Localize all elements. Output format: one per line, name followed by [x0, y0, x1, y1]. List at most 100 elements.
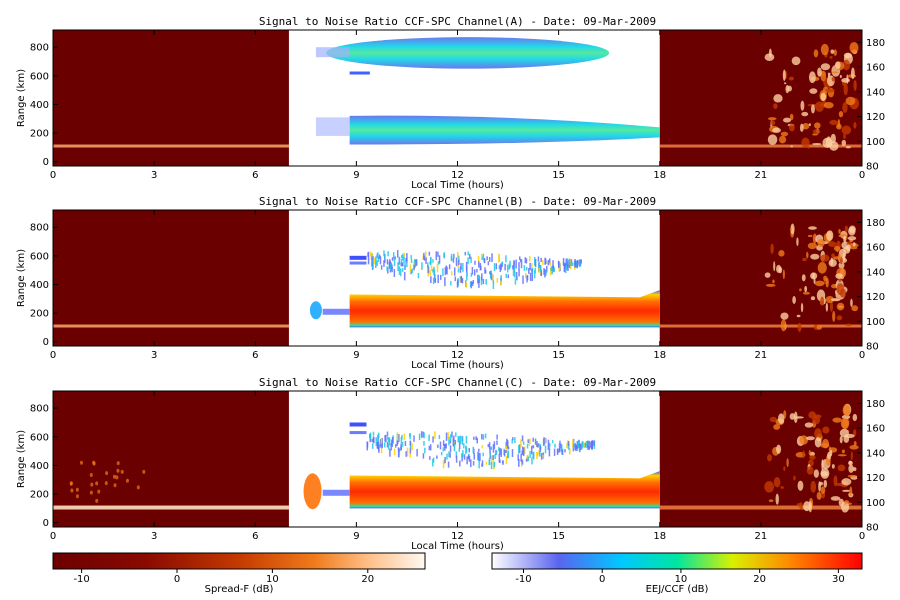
region-night-evening	[53, 391, 289, 527]
y-tick-label: 400	[30, 461, 49, 472]
x-axis-label: Local Time (hours)	[411, 541, 504, 552]
panel-2: Signal to Noise Ratio CCF-SPC Channel(C)…	[16, 376, 885, 552]
day-echoes	[303, 422, 660, 510]
y2-tick-label: 140	[866, 87, 885, 98]
colorbar-eej: -10 0 10 20 30 EEJ/CCF (dB)	[491, 552, 863, 595]
x-tick-label: 21	[755, 170, 768, 181]
echo-line-morning	[659, 505, 862, 510]
x-tick-label: 9	[353, 350, 359, 361]
y2-tick-label: 80	[866, 342, 879, 353]
y-axis: 0 200 400 600 800 Range (km)	[16, 223, 58, 348]
colorbar-tick-label: 30	[832, 574, 845, 585]
y2-axis: 80 100 120 140 160 180	[857, 38, 885, 173]
eej-band	[349, 471, 660, 509]
x-tick-label: 0	[50, 170, 56, 181]
panel-0: Signal to Noise Ratio CCF-SPC Channel(A)…	[16, 15, 885, 191]
y-tick-label: 400	[30, 280, 49, 291]
colorbar-tick-label: 10	[675, 574, 688, 585]
x-tick-label: 15	[552, 350, 565, 361]
x-tick-label: 6	[252, 531, 258, 542]
colorbar-tick-label: 10	[266, 574, 279, 585]
echo-line-evening	[53, 505, 289, 510]
early-blob	[303, 473, 322, 510]
y2-tick-label: 120	[866, 292, 885, 303]
lower-band	[349, 115, 660, 145]
colorbar-spread-f-bar	[52, 552, 426, 570]
y-tick-label: 200	[30, 490, 49, 501]
y-tick-label: 200	[30, 309, 49, 320]
x-tick-label: 9	[353, 531, 359, 542]
upper-marker	[349, 255, 367, 260]
y-tick-label: 600	[30, 432, 49, 443]
echo-line-morning	[659, 144, 862, 148]
colorbar-tick-label: -10	[73, 574, 89, 585]
panel-title: Signal to Noise Ratio CCF-SPC Channel(A)…	[259, 15, 656, 28]
upper-band-line	[349, 71, 370, 75]
y2-tick-label: 100	[866, 317, 885, 328]
y-tick-label: 800	[30, 404, 49, 415]
x-tick-label: 0	[859, 350, 865, 361]
y2-tick-label: 160	[866, 424, 885, 435]
y2-tick-label: 120	[866, 112, 885, 123]
y-axis: 0 200 400 600 800 Range (km)	[16, 43, 58, 168]
early-link	[322, 308, 350, 315]
early-blob	[309, 301, 322, 320]
y-tick-label: 0	[43, 157, 49, 168]
upper-marker-2	[349, 431, 367, 435]
y-tick-label: 600	[30, 71, 49, 82]
colorbar-tick-label: -10	[515, 574, 531, 585]
x-tick-label: 15	[552, 170, 565, 181]
panel-title: Signal to Noise Ratio CCF-SPC Channel(B)…	[259, 195, 656, 208]
x-tick-label: 3	[151, 350, 157, 361]
colorbar-eej-label: EEJ/CCF (dB)	[646, 584, 709, 595]
x-tick-label: 21	[755, 531, 768, 542]
echo-line-evening	[53, 144, 289, 148]
day-echoes	[309, 250, 660, 328]
y2-tick-label: 80	[866, 162, 879, 173]
y2-tick-label: 140	[866, 448, 885, 459]
y-tick-label: 800	[30, 223, 49, 234]
y2-axis: 80 100 120 140 160 180	[857, 399, 885, 534]
y-tick-label: 800	[30, 43, 49, 54]
y-tick-label: 600	[30, 251, 49, 262]
x-tick-label: 12	[451, 350, 464, 361]
panels: Signal to Noise Ratio CCF-SPC Channel(A)…	[16, 15, 885, 552]
x-tick-label: 6	[252, 350, 258, 361]
y2-tick-label: 160	[866, 63, 885, 74]
x-axis: 0 3 6 9 12 15 18 21 0 Local Time (hours)	[50, 210, 865, 371]
y-tick-label: 200	[30, 129, 49, 140]
colorbar-eej-bar	[491, 552, 863, 570]
x-tick-label: 12	[451, 531, 464, 542]
y2-tick-label: 160	[866, 243, 885, 254]
y2-tick-label: 180	[866, 399, 885, 410]
x-tick-label: 18	[653, 350, 666, 361]
colorbar-tick-label: 20	[361, 574, 374, 585]
colorbar-tick-label: 0	[174, 574, 180, 585]
y-tick-label: 0	[43, 518, 49, 529]
x-tick-label: 18	[653, 170, 666, 181]
upper-band	[326, 37, 610, 69]
x-tick-label: 0	[859, 531, 865, 542]
colorbar-tick-label: 0	[599, 574, 605, 585]
y-axis-label: Range (km)	[16, 249, 27, 307]
x-tick-label: 0	[859, 170, 865, 181]
region-night-evening	[53, 210, 289, 346]
spread-f-plume	[69, 403, 859, 513]
y-tick-label: 0	[43, 337, 49, 348]
spread-f-plume	[764, 223, 859, 332]
y2-tick-label: 100	[866, 498, 885, 509]
y2-axis: 80 100 120 140 160 180	[857, 218, 885, 353]
day-echoes	[315, 37, 660, 145]
upper-marker	[349, 422, 367, 427]
panel-title: Signal to Noise Ratio CCF-SPC Channel(C)…	[259, 376, 656, 389]
colorbar-spread-f: -10 0 10 20 Spread-F (dB)	[52, 552, 426, 595]
colorbar-eej-ticks: -10 0 10 20 30	[515, 569, 845, 585]
y2-tick-label: 100	[866, 137, 885, 148]
x-axis-label: Local Time (hours)	[411, 360, 504, 371]
x-tick-label: 12	[451, 170, 464, 181]
colorbar-spread-f-label: Spread-F (dB)	[205, 584, 274, 595]
x-tick-label: 21	[755, 350, 768, 361]
y-axis-label: Range (km)	[16, 430, 27, 488]
x-tick-label: 15	[552, 531, 565, 542]
x-tick-label: 3	[151, 170, 157, 181]
